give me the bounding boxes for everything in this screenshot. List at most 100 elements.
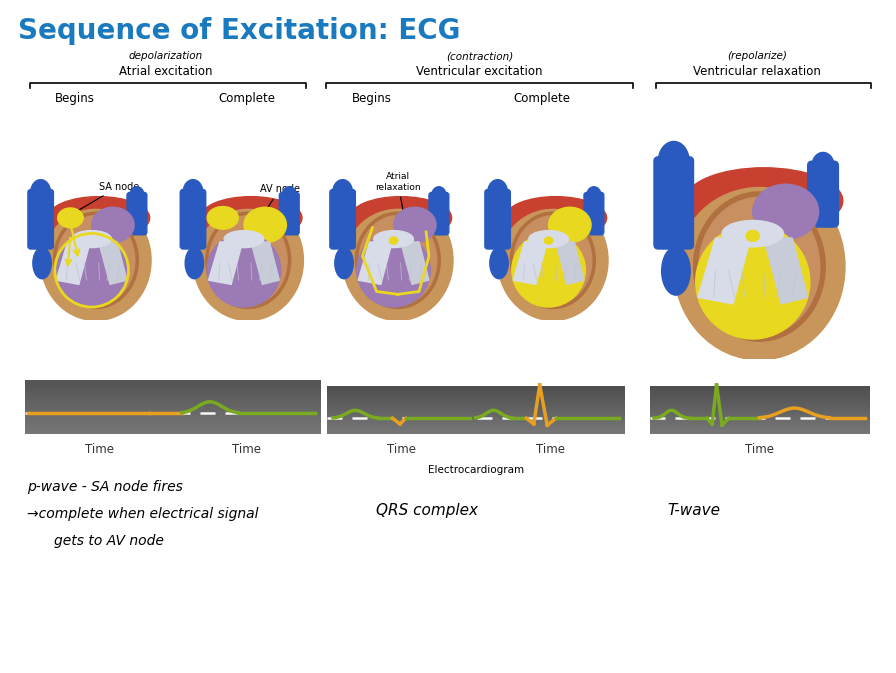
- Ellipse shape: [661, 247, 690, 295]
- Ellipse shape: [390, 237, 398, 244]
- Ellipse shape: [335, 248, 353, 279]
- Text: Ventricular excitation: Ventricular excitation: [416, 65, 543, 78]
- Text: Time: Time: [387, 443, 416, 456]
- Text: (repolarize): (repolarize): [728, 51, 787, 61]
- Polygon shape: [698, 238, 751, 304]
- Ellipse shape: [512, 234, 585, 307]
- Ellipse shape: [282, 186, 297, 204]
- Ellipse shape: [44, 209, 148, 312]
- Text: QRS complex: QRS complex: [376, 503, 478, 518]
- Ellipse shape: [374, 231, 413, 248]
- FancyBboxPatch shape: [28, 190, 54, 249]
- Ellipse shape: [393, 207, 436, 243]
- Ellipse shape: [545, 237, 553, 244]
- Ellipse shape: [699, 197, 820, 336]
- Ellipse shape: [511, 212, 595, 308]
- Text: AV node: AV node: [250, 184, 299, 236]
- Ellipse shape: [47, 197, 150, 239]
- FancyBboxPatch shape: [485, 190, 511, 249]
- Polygon shape: [401, 242, 429, 285]
- Ellipse shape: [207, 234, 280, 307]
- Ellipse shape: [30, 180, 50, 205]
- Text: Atrial
relaxation: Atrial relaxation: [375, 172, 420, 218]
- Ellipse shape: [587, 186, 601, 204]
- Ellipse shape: [224, 231, 263, 248]
- Text: Electrocardiogram: Electrocardiogram: [427, 465, 524, 475]
- Ellipse shape: [91, 207, 134, 243]
- Polygon shape: [209, 242, 243, 285]
- Ellipse shape: [722, 221, 783, 247]
- Polygon shape: [251, 242, 280, 285]
- FancyBboxPatch shape: [429, 192, 449, 235]
- Polygon shape: [556, 242, 584, 285]
- Ellipse shape: [497, 200, 608, 320]
- Ellipse shape: [359, 216, 436, 305]
- Ellipse shape: [529, 231, 568, 248]
- Ellipse shape: [694, 192, 825, 341]
- Ellipse shape: [514, 216, 591, 305]
- Text: Complete: Complete: [218, 92, 275, 105]
- Ellipse shape: [57, 216, 134, 305]
- Ellipse shape: [72, 231, 111, 248]
- Ellipse shape: [130, 186, 144, 204]
- Ellipse shape: [504, 197, 607, 239]
- Polygon shape: [358, 242, 392, 285]
- Text: Time: Time: [232, 443, 262, 456]
- Ellipse shape: [678, 188, 840, 346]
- Text: Time: Time: [84, 443, 114, 456]
- Ellipse shape: [501, 209, 605, 312]
- Text: (contraction): (contraction): [445, 51, 513, 61]
- Ellipse shape: [40, 200, 151, 320]
- Text: Sequence of Excitation: ECG: Sequence of Excitation: ECG: [18, 17, 461, 45]
- Ellipse shape: [812, 152, 834, 179]
- Ellipse shape: [685, 168, 843, 234]
- Text: Time: Time: [745, 443, 774, 456]
- FancyBboxPatch shape: [654, 157, 694, 249]
- Ellipse shape: [57, 208, 83, 227]
- FancyBboxPatch shape: [180, 190, 206, 249]
- Text: gets to AV node: gets to AV node: [54, 534, 164, 548]
- Ellipse shape: [207, 207, 238, 229]
- Text: Atrial excitation: Atrial excitation: [119, 65, 212, 78]
- Text: Begins: Begins: [55, 92, 94, 105]
- Ellipse shape: [210, 216, 287, 305]
- FancyBboxPatch shape: [280, 192, 299, 235]
- Ellipse shape: [342, 200, 453, 320]
- Polygon shape: [56, 242, 90, 285]
- Polygon shape: [99, 242, 127, 285]
- Ellipse shape: [33, 248, 51, 279]
- Text: SA node: SA node: [73, 182, 139, 213]
- Text: Ventricular relaxation: Ventricular relaxation: [694, 65, 821, 78]
- Ellipse shape: [244, 207, 287, 243]
- Ellipse shape: [185, 248, 203, 279]
- Text: Complete: Complete: [513, 92, 571, 105]
- Ellipse shape: [332, 180, 352, 205]
- Ellipse shape: [674, 173, 845, 360]
- Text: Time: Time: [536, 443, 564, 456]
- Ellipse shape: [196, 209, 300, 312]
- Text: T-wave: T-wave: [668, 503, 720, 518]
- Ellipse shape: [193, 200, 304, 320]
- Ellipse shape: [357, 234, 430, 307]
- Ellipse shape: [346, 209, 450, 312]
- Polygon shape: [763, 238, 807, 304]
- Ellipse shape: [432, 186, 446, 204]
- FancyBboxPatch shape: [330, 190, 356, 249]
- Polygon shape: [513, 242, 547, 285]
- FancyBboxPatch shape: [127, 192, 147, 235]
- Ellipse shape: [490, 248, 508, 279]
- FancyBboxPatch shape: [584, 192, 604, 235]
- Ellipse shape: [548, 207, 591, 243]
- Ellipse shape: [695, 225, 810, 339]
- Ellipse shape: [659, 141, 689, 181]
- Ellipse shape: [55, 234, 128, 307]
- Ellipse shape: [54, 212, 138, 308]
- Ellipse shape: [356, 212, 440, 308]
- Text: →complete when electrical signal: →complete when electrical signal: [27, 507, 258, 521]
- Ellipse shape: [349, 197, 452, 239]
- Ellipse shape: [200, 197, 302, 239]
- Ellipse shape: [753, 184, 819, 239]
- FancyBboxPatch shape: [807, 162, 839, 227]
- Text: depolarization: depolarization: [129, 51, 202, 61]
- Ellipse shape: [487, 180, 507, 205]
